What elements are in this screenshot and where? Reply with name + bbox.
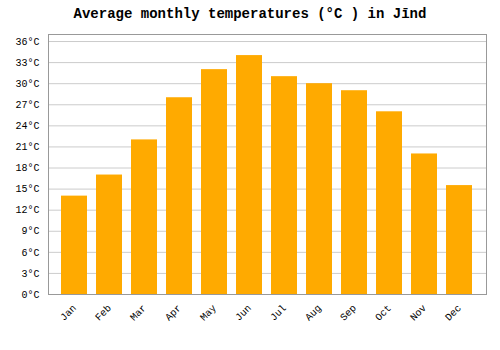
svg-text:Nov: Nov bbox=[408, 303, 429, 324]
svg-text:33°C: 33°C bbox=[15, 58, 39, 69]
svg-text:Oct: Oct bbox=[373, 303, 394, 324]
svg-text:Jul: Jul bbox=[268, 303, 289, 324]
svg-text:Feb: Feb bbox=[93, 303, 114, 324]
svg-text:21°C: 21°C bbox=[15, 142, 39, 153]
svg-text:Dec: Dec bbox=[443, 303, 464, 324]
svg-text:Apr: Apr bbox=[163, 303, 184, 324]
svg-text:15°C: 15°C bbox=[15, 184, 39, 195]
svg-text:3°C: 3°C bbox=[21, 269, 39, 280]
svg-text:Sep: Sep bbox=[338, 303, 359, 324]
svg-text:27°C: 27°C bbox=[15, 100, 39, 111]
svg-text:0°C: 0°C bbox=[21, 290, 39, 301]
svg-text:24°C: 24°C bbox=[15, 121, 39, 132]
svg-text:Jan: Jan bbox=[58, 303, 79, 324]
html-text:Average monthly temperatures (: Average monthly temperatures (°C ) in Jī… bbox=[73, 6, 427, 22]
svg-text:Jun: Jun bbox=[233, 303, 254, 324]
svg-text:Aug: Aug bbox=[303, 303, 324, 324]
svg-text:30°C: 30°C bbox=[15, 79, 39, 90]
svg-text:12°C: 12°C bbox=[15, 205, 39, 216]
svg-text:18°C: 18°C bbox=[15, 163, 39, 174]
svg-text:9°C: 9°C bbox=[21, 226, 39, 237]
svg-text:36°C: 36°C bbox=[15, 37, 39, 48]
svg-text:6°C: 6°C bbox=[21, 248, 39, 259]
svg-text:Mar: Mar bbox=[128, 303, 149, 324]
svg-text:May: May bbox=[198, 303, 219, 324]
